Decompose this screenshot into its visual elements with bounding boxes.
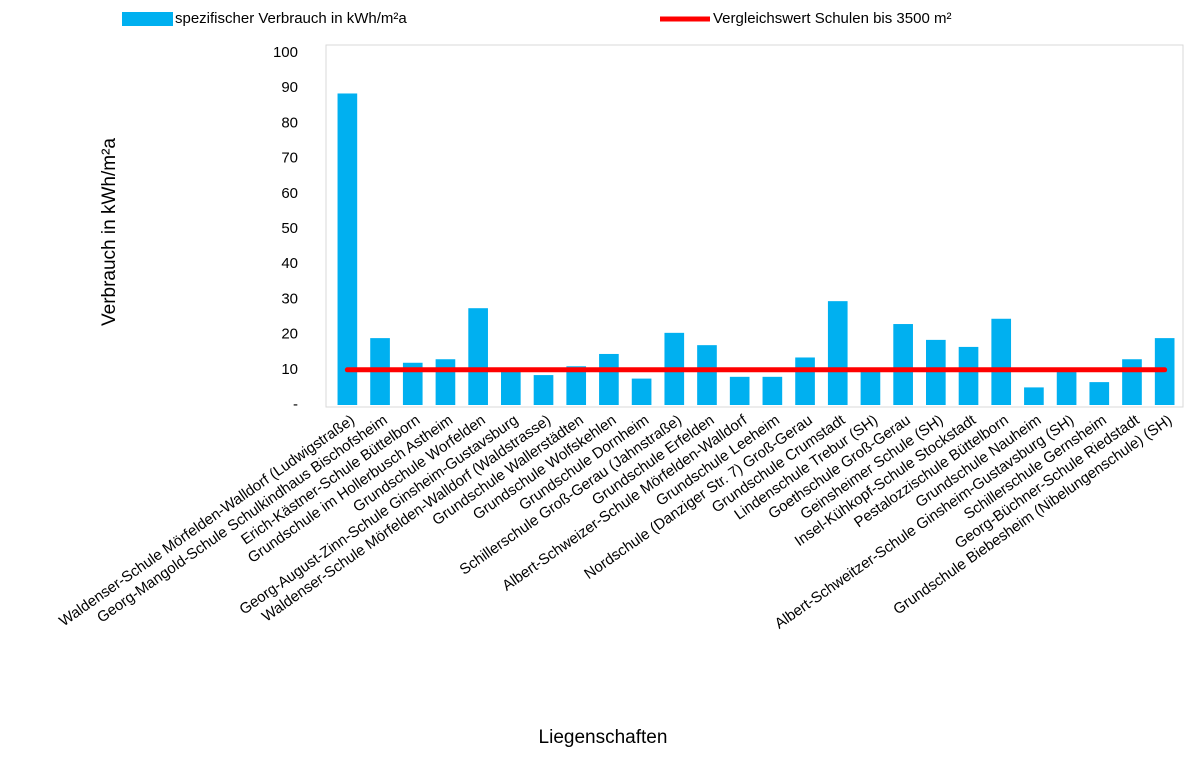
- y-tick-label: 80: [281, 114, 298, 131]
- bar: [435, 359, 456, 405]
- y-tick-label: 90: [281, 79, 298, 96]
- bar: [533, 375, 554, 405]
- bar: [1122, 359, 1142, 405]
- y-tick-label: 100: [273, 44, 298, 61]
- bar: [599, 353, 619, 405]
- bar: [566, 366, 587, 405]
- y-tick-label: 50: [281, 220, 298, 237]
- legend-label: spezifischer Verbrauch in kWh/m²a: [175, 10, 407, 27]
- bar: [1056, 369, 1077, 405]
- bar: [631, 378, 652, 405]
- bar: [958, 346, 979, 405]
- bar: [468, 308, 488, 405]
- bar: [860, 371, 881, 405]
- x-axis-title: Liegenschaften: [539, 727, 668, 748]
- x-tick-label: Georg-Mangold-Schule Schulkindhaus Bisch…: [94, 412, 391, 627]
- y-tick-label: 10: [281, 361, 298, 378]
- bar: [697, 345, 717, 405]
- y-tick-label: 40: [281, 255, 298, 272]
- bar: [1024, 387, 1044, 405]
- bar: [827, 301, 848, 405]
- bar: [926, 339, 946, 405]
- y-tick-label: 60: [281, 185, 298, 202]
- y-tick-label: 30: [281, 290, 298, 307]
- y-axis-title: Verbrauch in kWh/m²a: [99, 138, 120, 326]
- bar: [991, 318, 1012, 405]
- bar: [501, 369, 521, 405]
- legend-label: Vergleichswert Schulen bis 3500 m²: [713, 10, 951, 27]
- bar: [893, 324, 913, 405]
- y-tick-label: 70: [281, 150, 298, 167]
- plot-area: [325, 44, 1184, 408]
- y-tick-label: -: [293, 396, 298, 413]
- y-tick-label: 20: [281, 326, 298, 343]
- bar: [762, 376, 783, 405]
- bar: [795, 357, 815, 405]
- bar: [1089, 382, 1110, 405]
- bar: [402, 362, 423, 405]
- legend-swatch: [122, 12, 173, 26]
- bar: [337, 93, 358, 405]
- bar: [729, 376, 750, 405]
